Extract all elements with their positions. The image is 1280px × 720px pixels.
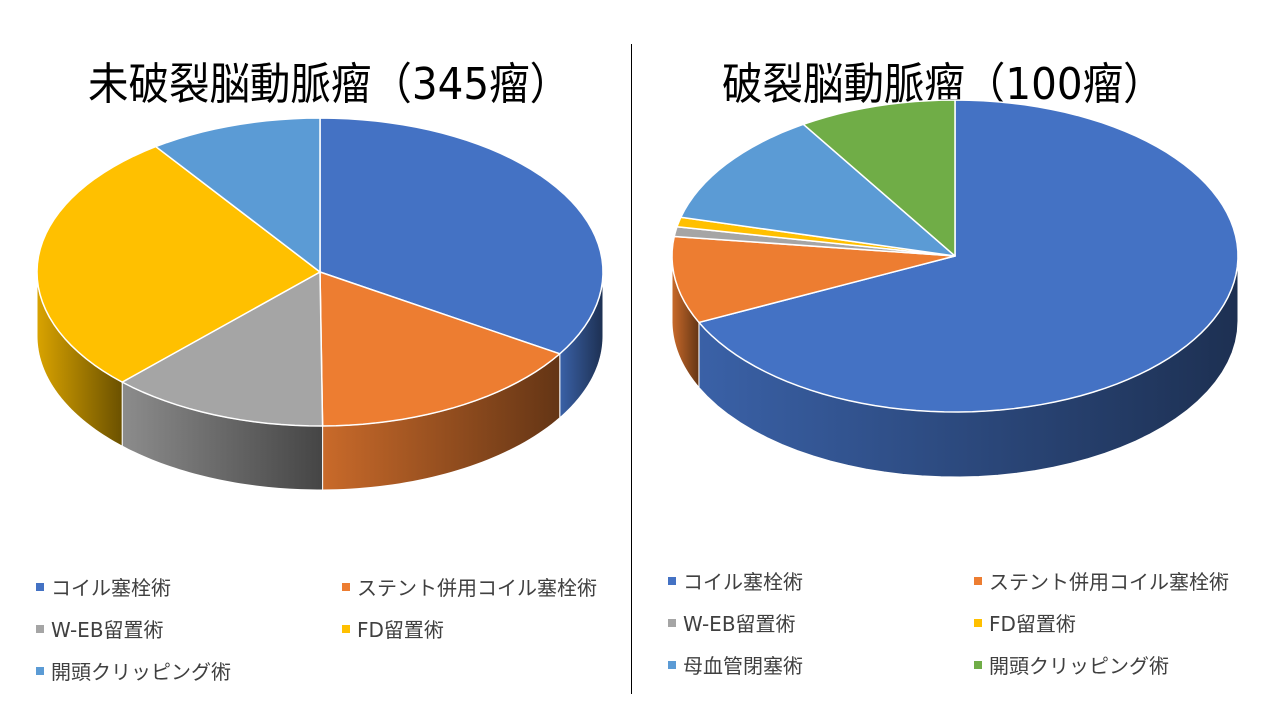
pie-slice-5 bbox=[680, 123, 956, 257]
legend-item: W-EB留置術 bbox=[668, 608, 796, 637]
chart-title-unruptured: 未破裂脳動脈瘤（345瘤） bbox=[88, 59, 571, 110]
legend-swatch bbox=[342, 582, 350, 591]
pie-slice-4 bbox=[36, 145, 321, 383]
legend-label: 母血管閉塞術 bbox=[683, 654, 803, 678]
legend-swatch bbox=[668, 618, 676, 627]
legend-swatch bbox=[668, 660, 676, 669]
legend-item: FD留置術 bbox=[974, 608, 1076, 637]
legend-item: ステント併用コイル塞栓術 bbox=[342, 572, 597, 601]
legend-label: W-EB留置術 bbox=[683, 612, 796, 636]
legend-swatch bbox=[668, 576, 676, 585]
pie-chart-ruptured bbox=[671, 99, 1239, 478]
legend-label: ステント併用コイル塞栓術 bbox=[989, 570, 1229, 594]
legend-label: W-EB留置術 bbox=[51, 618, 164, 642]
legend-item: 開頭クリッピング術 bbox=[36, 656, 231, 685]
legend-item: ステント併用コイル塞栓術 bbox=[974, 566, 1229, 595]
legend-label: FD留置術 bbox=[989, 612, 1076, 636]
legend-swatch bbox=[36, 624, 44, 633]
legend-swatch bbox=[974, 660, 982, 669]
legend-swatch bbox=[974, 576, 982, 585]
legend-label: コイル塞栓術 bbox=[683, 570, 803, 594]
pie-chart-unruptured bbox=[36, 117, 604, 491]
legend-item: W-EB留置術 bbox=[36, 614, 164, 643]
pie-slice-6 bbox=[802, 99, 956, 257]
pie-slice-1 bbox=[319, 117, 604, 355]
legend-swatch bbox=[36, 582, 44, 591]
legend-label: コイル塞栓術 bbox=[51, 576, 171, 600]
legend-item: コイル塞栓術 bbox=[36, 572, 171, 601]
legend-item: コイル塞栓術 bbox=[668, 566, 803, 595]
divider bbox=[631, 44, 632, 694]
legend-swatch bbox=[36, 666, 44, 675]
legend-item: FD留置術 bbox=[342, 614, 444, 643]
pie-slice-5 bbox=[155, 117, 321, 273]
legend-item: 開頭クリッピング術 bbox=[974, 650, 1169, 679]
pie-slice-2 bbox=[319, 271, 561, 427]
pie-slice-1 bbox=[698, 99, 1239, 413]
legend-label: 開頭クリッピング術 bbox=[51, 660, 231, 684]
pie-slice-3 bbox=[121, 271, 324, 427]
legend-label: ステント併用コイル塞栓術 bbox=[357, 576, 597, 600]
legend-label: 開頭クリッピング術 bbox=[989, 654, 1169, 678]
legend-swatch bbox=[974, 618, 982, 627]
pie-slice-2 bbox=[671, 235, 956, 324]
legend-item: 母血管閉塞術 bbox=[668, 650, 803, 679]
legend-label: FD留置術 bbox=[357, 618, 444, 642]
legend-swatch bbox=[342, 624, 350, 633]
